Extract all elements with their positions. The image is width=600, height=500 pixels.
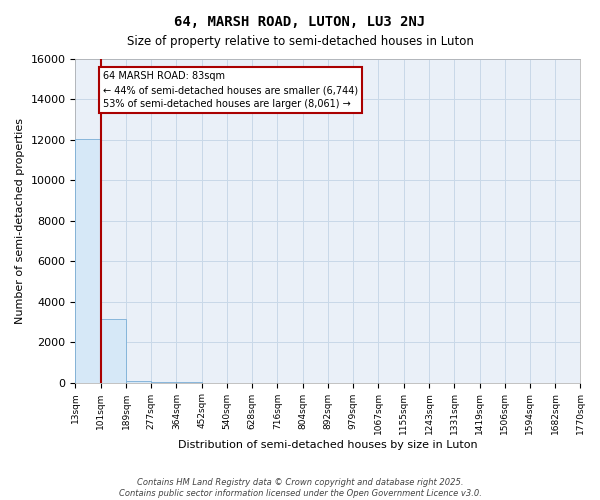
X-axis label: Distribution of semi-detached houses by size in Luton: Distribution of semi-detached houses by …	[178, 440, 478, 450]
Bar	[126, 380, 151, 382]
Text: 64 MARSH ROAD: 83sqm
← 44% of semi-detached houses are smaller (6,744)
53% of se: 64 MARSH ROAD: 83sqm ← 44% of semi-detac…	[103, 71, 358, 109]
Text: 64, MARSH ROAD, LUTON, LU3 2NJ: 64, MARSH ROAD, LUTON, LU3 2NJ	[175, 15, 425, 29]
Text: Contains HM Land Registry data © Crown copyright and database right 2025.
Contai: Contains HM Land Registry data © Crown c…	[119, 478, 481, 498]
Text: Size of property relative to semi-detached houses in Luton: Size of property relative to semi-detach…	[127, 35, 473, 48]
Bar	[101, 320, 126, 382]
Y-axis label: Number of semi-detached properties: Number of semi-detached properties	[15, 118, 25, 324]
Bar	[76, 139, 101, 382]
